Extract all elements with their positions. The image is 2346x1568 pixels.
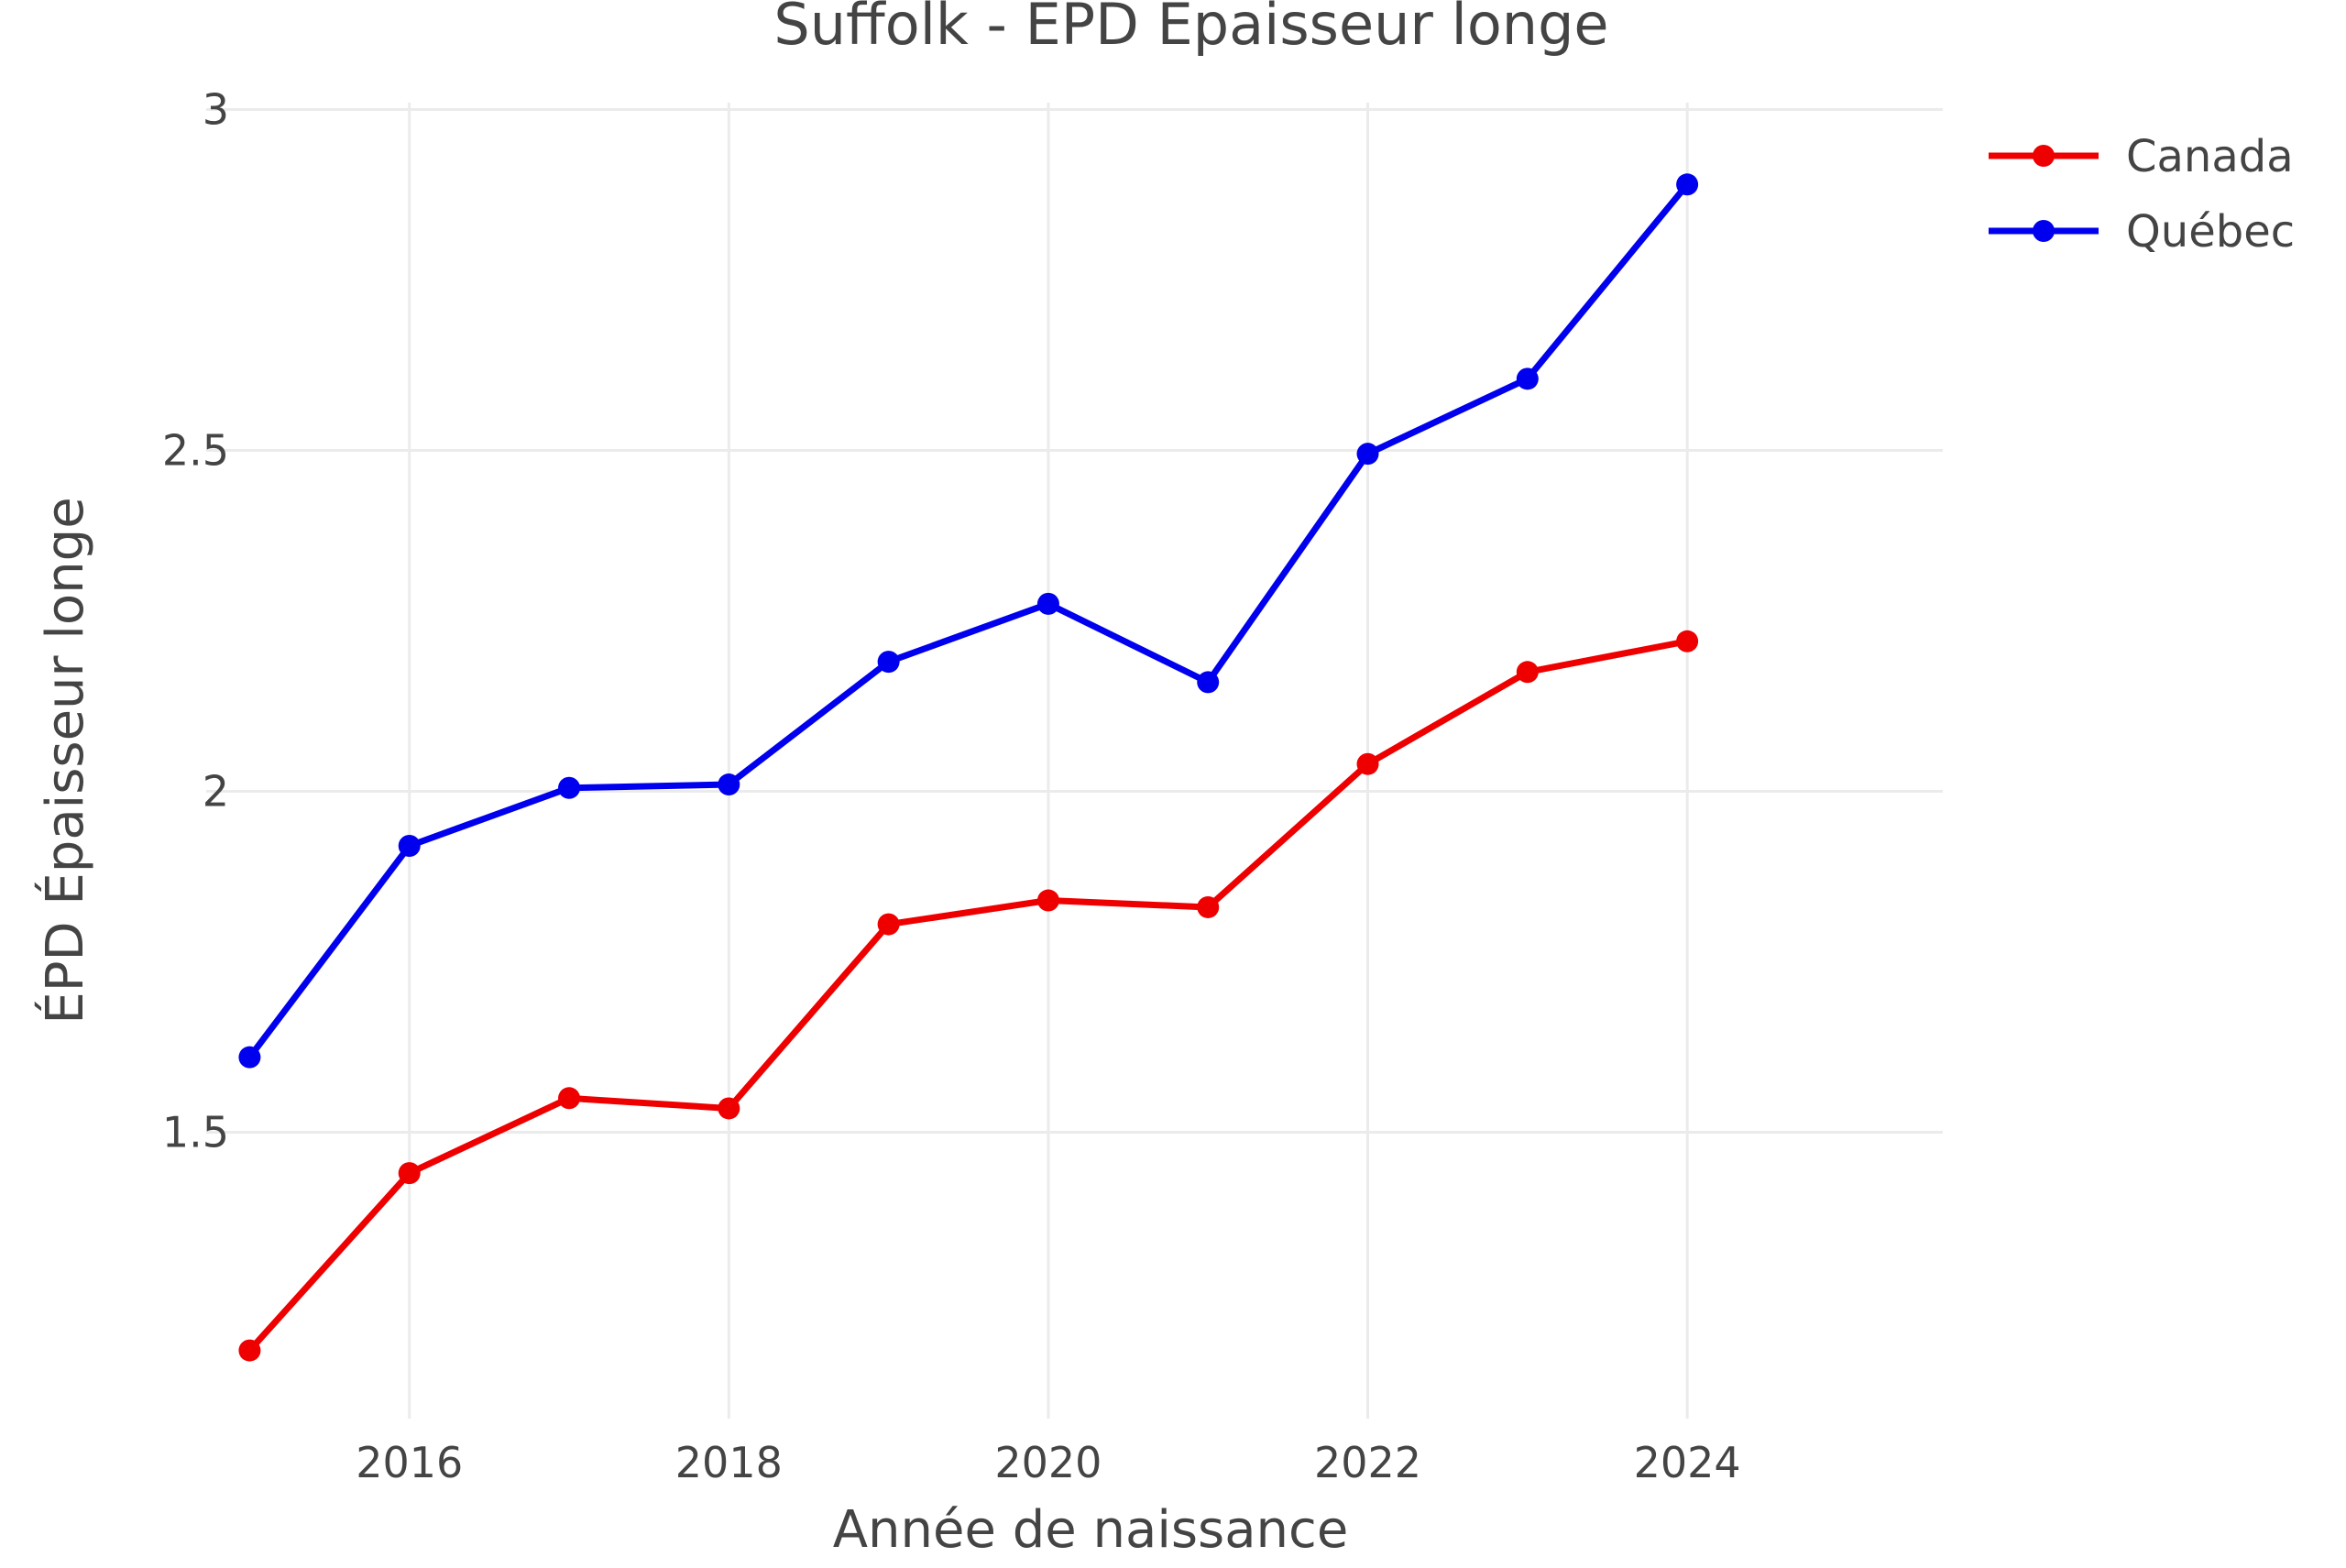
data-point-canada[interactable] — [1356, 752, 1379, 775]
chart-title: Suffolk - EPD Épaisseur longe — [773, 0, 1608, 58]
legend-label: Canada — [2126, 131, 2294, 182]
data-point-canada[interactable] — [1676, 630, 1699, 652]
data-point-canada[interactable] — [558, 1087, 581, 1110]
data-point-qu-bec[interactable] — [877, 651, 900, 674]
y-tick-label: 2.5 — [162, 425, 229, 475]
y-tick-label: 2 — [203, 766, 229, 816]
x-tick-label: 2020 — [994, 1438, 1102, 1487]
data-point-canada[interactable] — [398, 1162, 421, 1185]
grid — [206, 103, 1943, 1419]
data-point-canada[interactable] — [1036, 889, 1059, 912]
x-tick-label: 2018 — [675, 1438, 783, 1487]
data-point-canada[interactable] — [1197, 895, 1220, 918]
y-tick-label: 3 — [203, 84, 229, 134]
data-point-canada[interactable] — [877, 913, 900, 936]
series-canada — [238, 630, 1699, 1362]
x-tick-label: 2022 — [1314, 1438, 1421, 1487]
data-point-qu-bec[interactable] — [718, 773, 740, 796]
legend-swatch-marker — [2033, 220, 2055, 242]
data-point-qu-bec[interactable] — [1516, 367, 1539, 390]
data-point-canada[interactable] — [1516, 661, 1539, 684]
data-point-qu-bec[interactable] — [1036, 592, 1059, 615]
y-axis-title: ÉPD Épaisseur longe — [36, 497, 95, 1024]
series-line-canada — [246, 638, 1691, 1354]
series-line-qu-bec — [246, 181, 1691, 1061]
x-axis-title: Année de naissance — [833, 1500, 1349, 1560]
data-point-qu-bec[interactable] — [1676, 173, 1699, 196]
legend-item-qu-bec[interactable]: Québec — [1989, 206, 2295, 258]
legend-swatch-marker — [2033, 145, 2055, 167]
data-point-qu-bec[interactable] — [398, 835, 421, 858]
data-point-canada[interactable] — [718, 1097, 740, 1120]
axes: 2016 2018 2020 2022 2024 1.5 2 2.5 3 — [162, 84, 1741, 1487]
legend: Canada Québec — [1989, 131, 2295, 258]
series-qu-bec — [238, 173, 1699, 1069]
series-layer — [238, 173, 1699, 1362]
legend-label: Québec — [2126, 206, 2295, 258]
y-tick-label: 1.5 — [162, 1108, 229, 1157]
x-tick-label: 2024 — [1634, 1438, 1741, 1487]
data-point-qu-bec[interactable] — [558, 776, 581, 799]
data-point-canada[interactable] — [238, 1339, 261, 1362]
legend-item-canada[interactable]: Canada — [1989, 131, 2294, 182]
data-point-qu-bec[interactable] — [1356, 443, 1379, 466]
data-point-qu-bec[interactable] — [1197, 671, 1220, 694]
x-tick-label: 2016 — [356, 1438, 463, 1487]
data-point-qu-bec[interactable] — [238, 1046, 261, 1069]
